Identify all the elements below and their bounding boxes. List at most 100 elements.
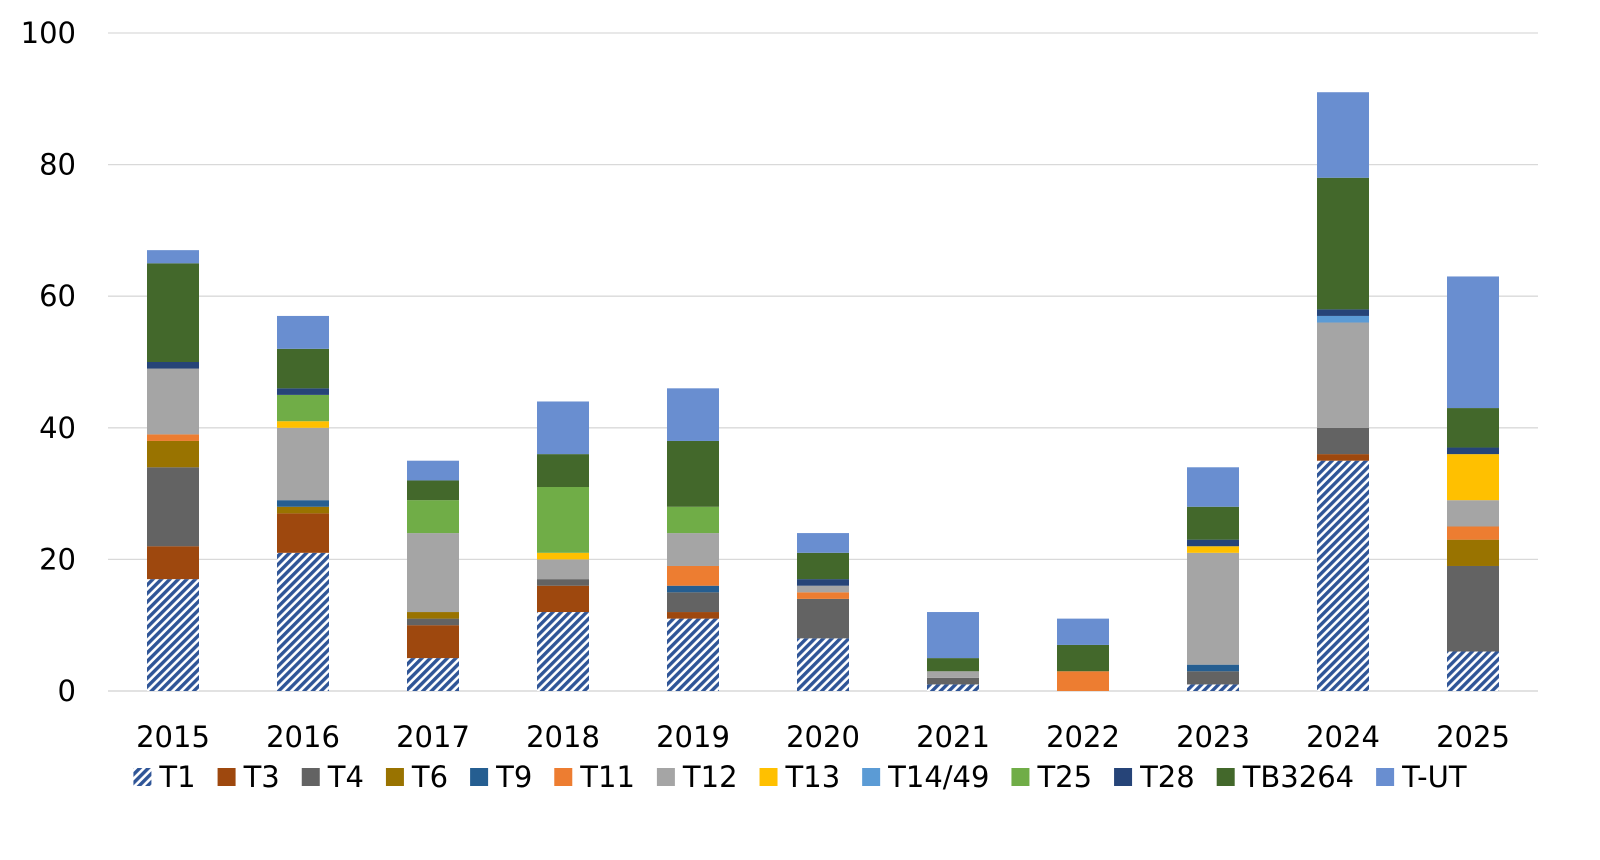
legend-item-t12: T12 xyxy=(656,760,738,794)
bar-2016-t25 xyxy=(277,394,329,422)
legend-item-tb3264: TB3264 xyxy=(1216,760,1354,794)
bar-2024-t4 xyxy=(1317,427,1369,455)
bar-2024-t12 xyxy=(1317,322,1369,428)
legend-swatch xyxy=(1376,768,1395,786)
bar-2017-t1 xyxy=(407,658,459,691)
bar-2020-t28 xyxy=(797,579,849,586)
legend-swatch xyxy=(385,768,404,786)
legend-item-t13: T13 xyxy=(759,760,841,794)
x-tick-label-2016: 2016 xyxy=(266,720,340,754)
bar-2020-t-ut xyxy=(797,533,849,553)
legend-item-t25: T25 xyxy=(1011,760,1092,794)
legend-label: T11 xyxy=(579,760,635,794)
y-tick-label: 100 xyxy=(21,16,76,50)
bar-2018-t13 xyxy=(537,552,589,560)
bars xyxy=(147,92,1499,691)
bar-2019-t11 xyxy=(667,565,719,586)
legend-label: T25 xyxy=(1036,760,1092,794)
x-tick-label-2021: 2021 xyxy=(916,720,990,754)
bar-2023-t1 xyxy=(1187,684,1239,691)
bar-2019-t-ut xyxy=(667,388,719,441)
bar-2020-t11 xyxy=(797,592,849,599)
legend-label: T28 xyxy=(1139,760,1195,794)
legend-item-t3: T3 xyxy=(217,760,280,794)
legend-swatch xyxy=(862,768,881,786)
bar-2023-t9 xyxy=(1187,664,1239,672)
bar-2016-t6 xyxy=(277,506,329,514)
bar-2024-t28 xyxy=(1317,309,1369,316)
bar-2025-t11 xyxy=(1447,526,1499,540)
bar-2017-tb3264 xyxy=(407,480,459,501)
legend-label: T3 xyxy=(243,760,280,794)
bar-2015-tb3264 xyxy=(147,263,199,362)
legend: T1 T3 T4 T6 T9 T11 T12 T13 T14/49 T25 T28 TB3264 T-U… xyxy=(133,760,1467,794)
legend-label: T13 xyxy=(785,760,841,794)
x-tick-label-2022: 2022 xyxy=(1046,720,1120,754)
bar-2025-t12 xyxy=(1447,500,1499,527)
bar-2015-t12 xyxy=(147,368,199,435)
bar-2023-t13 xyxy=(1187,546,1239,553)
bar-2021-t12 xyxy=(927,671,979,678)
y-tick-label: 60 xyxy=(39,279,76,313)
bar-2019-t3 xyxy=(667,612,719,619)
legend-swatch xyxy=(1216,768,1235,786)
bar-2023-t12 xyxy=(1187,552,1239,665)
bar-2019-t25 xyxy=(667,506,719,534)
bar-2024-t-ut xyxy=(1317,92,1369,178)
bar-2020-t12 xyxy=(797,585,849,593)
legend-label: TB3264 xyxy=(1242,760,1354,794)
gridlines xyxy=(108,32,1538,692)
bar-2019-t12 xyxy=(667,533,719,566)
legend-item-t4: T4 xyxy=(301,760,364,794)
x-tick-label-2023: 2023 xyxy=(1176,720,1250,754)
y-tick-label: 20 xyxy=(39,542,76,576)
legend-label: T1 xyxy=(158,760,195,794)
bar-2024-t1 xyxy=(1317,460,1369,691)
bar-2017-t4 xyxy=(407,618,459,626)
bar-2016-t-ut xyxy=(277,315,329,349)
bar-2015-t3 xyxy=(147,546,199,580)
legend-label: T-UT xyxy=(1401,760,1467,794)
legend-swatch xyxy=(1114,768,1133,786)
bar-2015-t11 xyxy=(147,434,199,441)
bar-2016-t13 xyxy=(277,421,329,428)
bar-2016-t12 xyxy=(277,427,329,501)
bar-2022-t11 xyxy=(1057,671,1109,691)
y-tick-label: 40 xyxy=(39,411,76,445)
bar-2015-t1 xyxy=(147,579,199,691)
y-tick-label: 0 xyxy=(58,674,76,708)
legend-label: T4 xyxy=(327,760,364,794)
legend-label: T14/49 xyxy=(887,760,989,794)
bar-2018-t12 xyxy=(537,559,589,580)
bar-2018-t25 xyxy=(537,487,589,553)
bar-2024-t14-49 xyxy=(1317,315,1369,323)
bar-2021-t-ut xyxy=(927,612,979,659)
x-tick-label-2025: 2025 xyxy=(1436,720,1510,754)
bar-2025-t1 xyxy=(1447,651,1499,691)
bar-2016-tb3264 xyxy=(277,348,329,389)
legend-item-t-ut: T-UT xyxy=(1376,760,1467,794)
bar-2017-t3 xyxy=(407,625,459,659)
bar-2016-t28 xyxy=(277,388,329,395)
bar-2017-t25 xyxy=(407,500,459,534)
bar-2015-t28 xyxy=(147,362,199,369)
legend-item-t9: T9 xyxy=(470,760,532,794)
legend-item-t6: T6 xyxy=(385,760,448,794)
bar-2016-t1 xyxy=(277,552,329,691)
bar-2025-t4 xyxy=(1447,565,1499,652)
y-axis-ticks: 0 20 40 60 80 100 xyxy=(21,16,76,708)
x-tick-label-2020: 2020 xyxy=(786,720,860,754)
x-tick-label-2024: 2024 xyxy=(1306,720,1380,754)
bar-2019-t9 xyxy=(667,585,719,593)
bar-2015-t4 xyxy=(147,467,199,547)
x-tick-label-2019: 2019 xyxy=(656,720,730,754)
legend-swatch xyxy=(133,768,152,786)
bar-2021-tb3264 xyxy=(927,658,979,672)
bar-2023-t28 xyxy=(1187,539,1239,547)
legend-swatch xyxy=(656,768,675,786)
bar-2025-t28 xyxy=(1447,447,1499,455)
legend-swatch xyxy=(1011,768,1030,786)
legend-label: T9 xyxy=(495,760,532,794)
x-tick-label-2017: 2017 xyxy=(396,720,470,754)
bar-2022-tb3264 xyxy=(1057,644,1109,672)
